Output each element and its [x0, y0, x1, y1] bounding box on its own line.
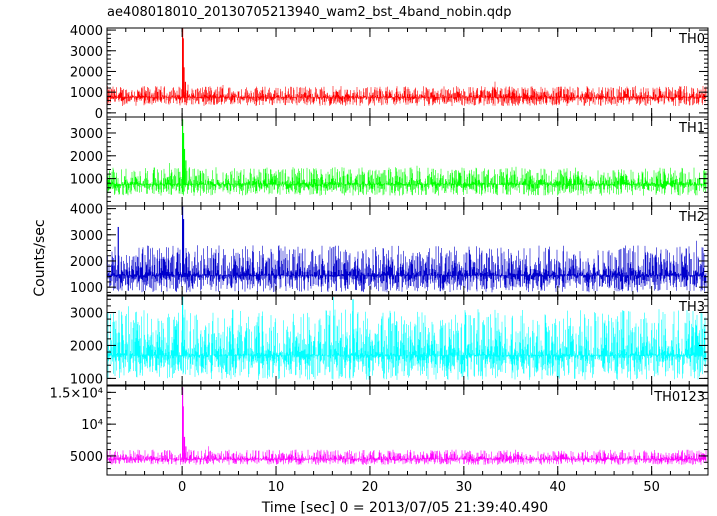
series-th0123 [107, 446, 707, 465]
y-tick-label: 3000 [70, 127, 103, 142]
y-tick-label: 10⁴ [81, 418, 103, 433]
panel-th0: 0 1000 2000 3000 4000 TH0 [70, 24, 709, 122]
panel-th1: 1000 2000 3000 TH1 [70, 116, 709, 207]
series-th1 [107, 163, 707, 196]
panel-frame-th1 [106, 116, 709, 207]
x-tick-label: 50 [643, 480, 660, 495]
y-tick-label: 0 [95, 107, 103, 122]
y-tick-label: 2000 [70, 339, 103, 354]
panel-label-th0123: TH0123 [653, 390, 705, 405]
y-tick-label: 4000 [70, 24, 103, 39]
panels: 0 1000 2000 3000 4000 TH0 1000 2000 3000 TH1 1000 2… [50, 24, 709, 495]
y-tick-label: 3000 [70, 45, 103, 60]
y-tick-label: 2000 [70, 255, 103, 270]
y-tick-label: 5000 [70, 450, 103, 465]
y-tick-label: 2000 [70, 65, 103, 80]
panel-label-th3: TH3 [678, 300, 705, 315]
y-tick-label: 1000 [70, 86, 103, 101]
series-th2 [107, 240, 707, 293]
y-tick-label: 3000 [70, 306, 103, 321]
y-tick-label: 1000 [70, 173, 103, 188]
x-tick-label: 40 [549, 480, 566, 495]
y-tick-label: 4000 [70, 203, 103, 218]
series-th3 [107, 297, 707, 380]
y-axis-label: Counts/sec [32, 219, 48, 296]
y-tick-label: 1000 [70, 372, 103, 387]
chart-title: ae408018010_20130705213940_wam2_bst_4ban… [107, 5, 512, 20]
x-axis-label: Time [sec] 0 = 2013/07/05 21:39:40.490 [261, 500, 548, 516]
panel-frame-th0 [106, 27, 709, 118]
panel-label-th0: TH0 [678, 32, 705, 47]
y-tick-label: 2000 [70, 150, 103, 165]
x-tick-label: 30 [456, 480, 473, 495]
x-tick-label: 10 [268, 480, 285, 495]
panel-th3: 1000 2000 3000 TH3 [70, 295, 709, 387]
series-th0 [107, 81, 707, 106]
y-tick-label: 1000 [70, 281, 103, 296]
panel-th0123: 5000 10⁴ 1.5×10⁴ TH0123 [50, 385, 709, 476]
y-tick-label: 1.5×10⁴ [50, 386, 103, 401]
panel-label-th1: TH1 [678, 121, 705, 136]
panel-label-th2: TH2 [678, 210, 705, 225]
x-tick-label: 0 [178, 480, 186, 495]
panel-frame-th2 [106, 205, 709, 296]
x-tick-label: 20 [362, 480, 379, 495]
y-tick-label: 3000 [70, 229, 103, 244]
panel-th2: 1000 2000 3000 4000 TH2 [70, 203, 709, 296]
